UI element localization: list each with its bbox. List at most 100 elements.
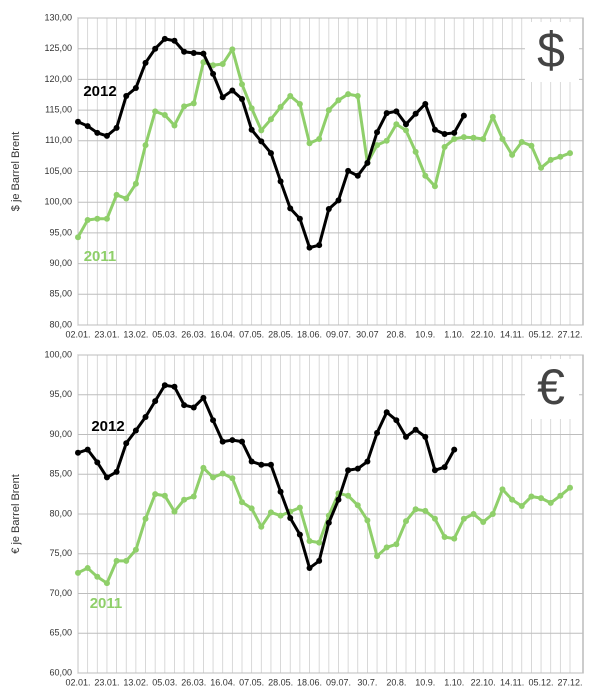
data-point: [480, 518, 487, 525]
data-point: [316, 135, 323, 142]
data-point: [431, 183, 438, 190]
data-point: [374, 553, 381, 560]
y-tick-label: 105,00: [44, 166, 72, 176]
data-point: [181, 103, 188, 110]
data-point: [499, 486, 506, 493]
data-point: [142, 515, 149, 522]
x-tick-label: 26.03.: [181, 329, 206, 339]
x-tick-label: 30.07: [356, 329, 379, 339]
x-tick-label: 18.06.: [297, 677, 322, 687]
x-tick-label: 26.03.: [181, 677, 206, 687]
y-tick-label: 120,00: [44, 74, 72, 84]
data-point: [489, 511, 496, 517]
data-point: [190, 404, 197, 411]
y-tick-label: 85,00: [49, 289, 72, 299]
data-point: [460, 134, 467, 141]
data-point: [296, 504, 303, 511]
data-point: [239, 438, 245, 445]
data-point: [277, 178, 284, 185]
data-point: [123, 557, 130, 564]
data-point: [258, 461, 265, 468]
data-point: [190, 493, 197, 500]
data-point: [422, 433, 429, 440]
data-point: [248, 505, 255, 512]
data-point: [557, 492, 564, 499]
y-tick-label: 95,00: [49, 389, 72, 399]
data-point: [94, 573, 101, 580]
data-point: [374, 429, 381, 436]
data-point: [200, 50, 207, 57]
data-point: [422, 507, 429, 514]
data-point: [567, 484, 573, 491]
y-tick-label: 90,00: [49, 429, 72, 439]
data-point: [325, 107, 332, 114]
data-point: [200, 59, 207, 66]
data-point: [460, 515, 467, 522]
data-point: [412, 110, 419, 117]
x-tick-label: 28.05.: [268, 329, 293, 339]
series-line: [76, 47, 571, 238]
data-point: [441, 534, 448, 541]
data-point: [422, 100, 429, 107]
data-point: [451, 446, 458, 453]
data-point: [354, 465, 361, 472]
data-point: [248, 105, 255, 112]
data-point: [287, 514, 294, 521]
data-point: [277, 512, 284, 519]
x-tick-label: 16.04.: [210, 329, 235, 339]
x-tick-label: 13.02.: [123, 677, 148, 687]
data-point: [403, 121, 409, 128]
data-point: [94, 129, 101, 136]
data-point: [557, 153, 564, 160]
data-point: [412, 148, 419, 155]
data-point: [509, 496, 516, 503]
x-tick-label: 14.11.: [500, 329, 524, 339]
x-tick-label: 13.02.: [123, 329, 148, 339]
data-point: [258, 523, 265, 530]
data-point: [219, 438, 226, 445]
data-point: [441, 464, 448, 471]
data-point: [229, 87, 236, 94]
data-point: [287, 92, 294, 99]
data-point: [412, 426, 419, 433]
data-point: [258, 127, 265, 134]
data-point: [383, 409, 390, 416]
data-point: [325, 519, 332, 526]
y-tick-label: 90,00: [49, 258, 72, 268]
data-point: [210, 417, 217, 424]
x-tick-label: 1.10.: [444, 677, 464, 687]
y-tick-label: 80,00: [49, 319, 72, 329]
data-point: [161, 112, 168, 119]
data-point: [267, 116, 274, 123]
x-tick-label: 09.07.: [326, 329, 351, 339]
y-tick-label: 100,00: [44, 197, 72, 207]
data-point: [480, 135, 487, 142]
data-point: [132, 427, 139, 434]
x-tick-label: 09.07.: [326, 677, 351, 687]
data-point: [181, 496, 188, 503]
x-tick-label: 28.05.: [268, 677, 293, 687]
data-point: [84, 123, 91, 130]
data-point: [210, 70, 217, 77]
data-point: [412, 506, 419, 513]
x-tick-label: 20.8.: [386, 677, 406, 687]
x-tick-label: 27.12.: [557, 329, 582, 339]
data-point: [142, 142, 149, 149]
y-tick-label: 115,00: [45, 104, 72, 114]
data-point: [354, 172, 361, 179]
legend-label: 2011: [84, 248, 117, 265]
data-point: [132, 546, 139, 553]
x-tick-label: 05.12.: [529, 329, 554, 339]
data-point: [364, 159, 371, 166]
data-point: [316, 242, 323, 249]
data-point: [219, 470, 226, 477]
data-point: [306, 140, 313, 147]
x-tick-label: 23.01.: [94, 329, 119, 339]
data-point: [171, 122, 178, 129]
data-point: [190, 49, 197, 56]
x-tick-label: 14.11.: [500, 677, 524, 687]
data-point: [509, 151, 516, 158]
data-point: [258, 138, 265, 145]
legend-label: 2012: [83, 83, 116, 100]
data-point: [161, 382, 168, 389]
